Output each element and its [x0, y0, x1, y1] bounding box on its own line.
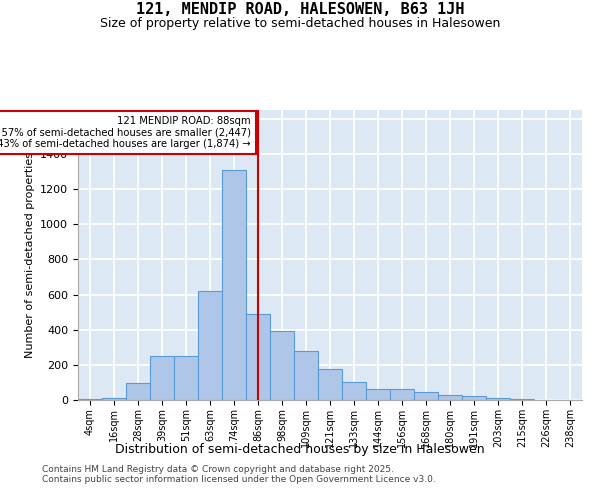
- Bar: [270, 332, 294, 400]
- Bar: [102, 398, 126, 400]
- Text: Distribution of semi-detached houses by size in Halesowen: Distribution of semi-detached houses by …: [115, 442, 485, 456]
- Bar: [126, 384, 150, 400]
- Bar: [438, 394, 462, 400]
- Bar: [318, 369, 342, 400]
- Y-axis label: Number of semi-detached properties: Number of semi-detached properties: [25, 152, 35, 358]
- Text: Contains HM Land Registry data © Crown copyright and database right 2025.: Contains HM Land Registry data © Crown c…: [42, 465, 394, 474]
- Bar: [198, 291, 222, 400]
- Bar: [222, 170, 246, 400]
- Text: Size of property relative to semi-detached houses in Halesowen: Size of property relative to semi-detach…: [100, 18, 500, 30]
- Bar: [294, 351, 318, 400]
- Bar: [366, 390, 390, 400]
- Bar: [390, 390, 414, 400]
- Text: 121, MENDIP ROAD, HALESOWEN, B63 1JH: 121, MENDIP ROAD, HALESOWEN, B63 1JH: [136, 2, 464, 18]
- Bar: [78, 399, 102, 400]
- Bar: [342, 382, 366, 400]
- Text: Contains public sector information licensed under the Open Government Licence v3: Contains public sector information licen…: [42, 475, 436, 484]
- Bar: [462, 396, 486, 400]
- Bar: [414, 392, 438, 400]
- Bar: [486, 398, 510, 400]
- Bar: [246, 314, 270, 400]
- Text: 121 MENDIP ROAD: 88sqm
← 57% of semi-detached houses are smaller (2,447)
  43% o: 121 MENDIP ROAD: 88sqm ← 57% of semi-det…: [0, 116, 251, 149]
- Bar: [174, 356, 198, 400]
- Bar: [150, 356, 174, 400]
